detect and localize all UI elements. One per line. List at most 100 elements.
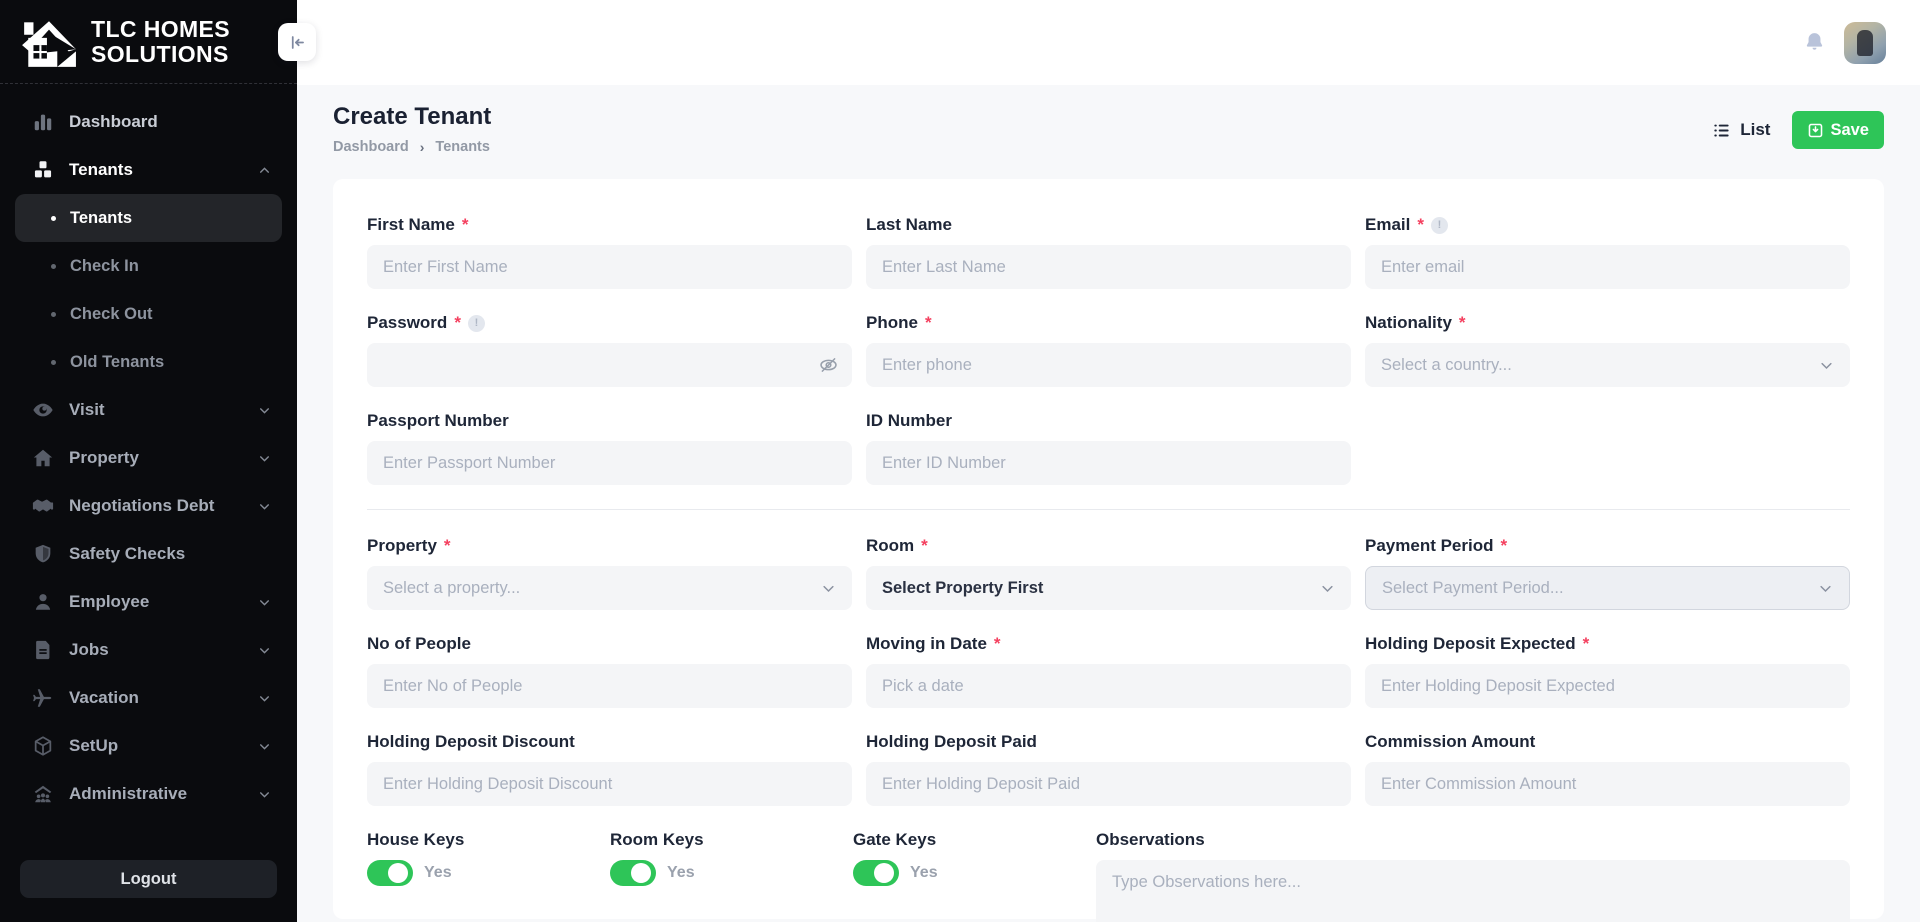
chevron-down-icon — [258, 596, 271, 609]
label-text: Passport Number — [367, 411, 509, 430]
sidebar-item-label: Safety Checks — [69, 544, 186, 563]
sidebar-collapse-button[interactable] — [278, 23, 316, 61]
breadcrumb-tenants[interactable]: Tenants — [435, 139, 490, 155]
chevron-down-icon — [258, 404, 271, 417]
sidebar-item-label: Jobs — [69, 640, 109, 659]
label-text: Password — [367, 313, 448, 332]
sidebar-item-vacation[interactable]: Vacation — [0, 674, 297, 722]
field-label: Commission Amount — [1365, 732, 1850, 752]
page-content: Create Tenant Dashboard › Tenants List — [297, 103, 1920, 922]
field-passport-number: Passport Number — [367, 411, 852, 485]
sidebar-item-tenants-tenants[interactable]: Tenants — [15, 194, 282, 242]
sidebar-item-setup[interactable]: SetUp — [0, 722, 297, 770]
sidebar-item-label: Employee — [69, 592, 150, 611]
admin-people-icon — [32, 783, 54, 805]
field-observations: Observations — [1096, 830, 1850, 922]
commission-amount-input[interactable] — [1365, 762, 1850, 806]
nationality-select[interactable]: Select a country... — [1365, 343, 1850, 387]
field-room: Room * Select Property First — [866, 536, 1351, 610]
id-number-input[interactable] — [866, 441, 1351, 485]
sidebar-item-visit[interactable]: Visit — [0, 386, 297, 434]
field-label: Room Keys — [610, 830, 853, 850]
sidebar-item-employee[interactable]: Employee — [0, 578, 297, 626]
label-text: ID Number — [866, 411, 952, 430]
holding-deposit-paid-input[interactable] — [866, 762, 1351, 806]
field-property: Property * Select a property... — [367, 536, 852, 610]
field-label: No of People — [367, 634, 852, 654]
last-name-input[interactable] — [866, 245, 1351, 289]
user-avatar[interactable] — [1844, 21, 1886, 64]
required-asterisk: * — [921, 536, 928, 555]
sidebar-subitem-label: Tenants — [70, 208, 133, 227]
room-select[interactable]: Select Property First — [866, 566, 1351, 610]
gate-keys-toggle[interactable] — [853, 860, 899, 886]
sidebar-item-negotiations-debt[interactable]: Negotiations Debt — [0, 482, 297, 530]
required-asterisk: * — [461, 215, 469, 234]
sidebar-item-tenants-check-out[interactable]: Check Out — [0, 290, 297, 338]
chevron-down-icon — [258, 644, 271, 657]
sidebar: TLC HOMES SOLUTIONS Dashboard Tenants Te… — [0, 0, 297, 922]
breadcrumb-dashboard[interactable]: Dashboard — [333, 139, 409, 155]
label-text: House Keys — [367, 830, 465, 849]
form-row-keys: House Keys Yes Room Keys Yes — [367, 830, 1850, 922]
no-of-people-input[interactable] — [367, 664, 852, 708]
sidebar-item-safety-checks[interactable]: Safety Checks — [0, 530, 297, 578]
observations-textarea[interactable] — [1096, 860, 1850, 922]
save-button-label: Save — [1830, 120, 1869, 139]
field-label: Last Name — [866, 215, 1351, 235]
field-label: House Keys — [367, 830, 610, 850]
field-label: Room * — [866, 536, 1351, 556]
field-last-name: Last Name — [866, 215, 1351, 289]
room-keys-toggle[interactable] — [610, 860, 656, 886]
logout-button[interactable]: Logout — [20, 860, 277, 898]
form-row: First Name * Last Name Email * ! — [367, 215, 1850, 289]
holding-deposit-discount-input[interactable] — [367, 762, 852, 806]
label-text: Property — [367, 536, 437, 555]
field-label: Nationality * — [1365, 313, 1850, 333]
house-keys-toggle[interactable] — [367, 860, 413, 886]
save-button[interactable]: Save — [1792, 111, 1884, 149]
field-gate-keys: Gate Keys Yes — [853, 830, 1096, 922]
label-text: Holding Deposit Discount — [367, 732, 575, 751]
eye-off-icon[interactable] — [818, 355, 839, 376]
password-input-wrap — [367, 343, 852, 387]
sidebar-item-tenants[interactable]: Tenants — [0, 146, 297, 194]
sidebar-item-label: Visit — [69, 400, 105, 419]
property-select[interactable]: Select a property... — [367, 566, 852, 610]
notifications-bell-icon[interactable] — [1803, 31, 1826, 54]
first-name-input[interactable] — [367, 245, 852, 289]
bullet-icon — [51, 215, 56, 221]
sidebar-item-jobs[interactable]: Jobs — [0, 626, 297, 674]
list-icon — [1712, 121, 1731, 140]
handshake-icon — [32, 495, 54, 517]
cube-icon — [32, 735, 54, 757]
password-input[interactable] — [367, 343, 852, 387]
label-text: No of People — [367, 634, 471, 653]
payment-period-select[interactable]: Select Payment Period... — [1365, 566, 1850, 610]
field-label: Moving in Date * — [866, 634, 1351, 654]
chevron-down-icon — [258, 452, 271, 465]
field-holding-deposit-discount: Holding Deposit Discount — [367, 732, 852, 806]
chevron-down-icon — [1818, 581, 1833, 596]
brand-name: TLC HOMES SOLUTIONS — [91, 15, 231, 67]
email-input[interactable] — [1365, 245, 1850, 289]
sidebar-item-tenants-check-in[interactable]: Check In — [0, 242, 297, 290]
field-label: Phone * — [866, 313, 1351, 333]
label-text: Last Name — [866, 215, 952, 234]
phone-input[interactable] — [866, 343, 1351, 387]
list-button[interactable]: List — [1712, 120, 1770, 140]
passport-number-input[interactable] — [367, 441, 852, 485]
form-row: Password * ! Phone * — [367, 313, 1850, 387]
sidebar-item-administrative[interactable]: Administrative — [0, 770, 297, 818]
label-text: Observations — [1096, 830, 1205, 849]
sidebar-item-dashboard[interactable]: Dashboard — [0, 98, 297, 146]
save-icon — [1807, 122, 1824, 139]
toggle-state-label: Yes — [910, 864, 938, 881]
sidebar-item-property[interactable]: Property — [0, 434, 297, 482]
field-label: First Name * — [367, 215, 852, 235]
holding-deposit-expected-input[interactable] — [1365, 664, 1850, 708]
gate-keys-toggle-wrap: Yes — [853, 860, 1096, 886]
toggle-state-label: Yes — [424, 864, 452, 881]
sidebar-item-tenants-old-tenants[interactable]: Old Tenants — [0, 338, 297, 386]
moving-in-date-input[interactable] — [866, 664, 1351, 708]
